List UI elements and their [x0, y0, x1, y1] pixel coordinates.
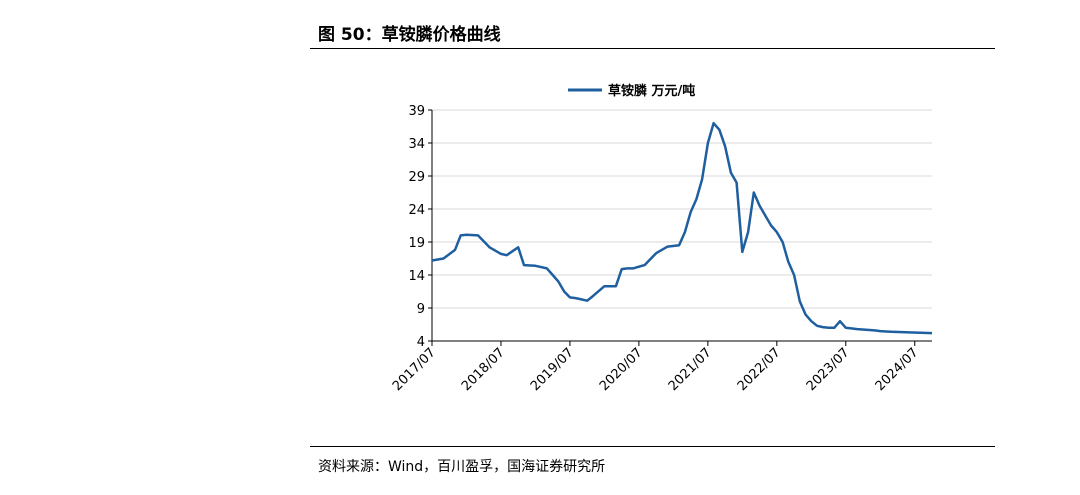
x-tick-label: 2020/07	[597, 345, 646, 394]
series-line	[431, 121, 933, 335]
x-tick-label: 2017/07	[390, 345, 439, 394]
y-tick-label: 39	[408, 104, 425, 119]
x-tick-label: 2021/07	[666, 345, 715, 394]
source-note: 资料来源：Wind，百川盈孚，国海证券研究所	[318, 459, 606, 475]
x-tick-label: 2022/07	[735, 345, 784, 394]
x-tick-label: 2018/07	[459, 345, 508, 394]
x-tick-label: 2019/07	[528, 345, 577, 394]
y-tick-label: 24	[408, 203, 425, 218]
y-tick-label: 9	[417, 302, 425, 317]
y-tick-label: 19	[408, 236, 425, 251]
legend-label: 草铵膦 万元/吨	[608, 83, 695, 99]
source-rule	[310, 446, 995, 447]
title-rule	[310, 48, 995, 49]
y-tick-label: 14	[408, 269, 425, 284]
x-tick-label: 2024/07	[873, 345, 922, 394]
figure-title: 图 50：草铵膦价格曲线	[318, 25, 501, 45]
y-tick-label: 34	[408, 137, 425, 152]
x-tick-label: 2023/07	[804, 345, 853, 394]
y-tick-label: 29	[408, 170, 425, 185]
y-tick-label: 4	[417, 335, 425, 350]
